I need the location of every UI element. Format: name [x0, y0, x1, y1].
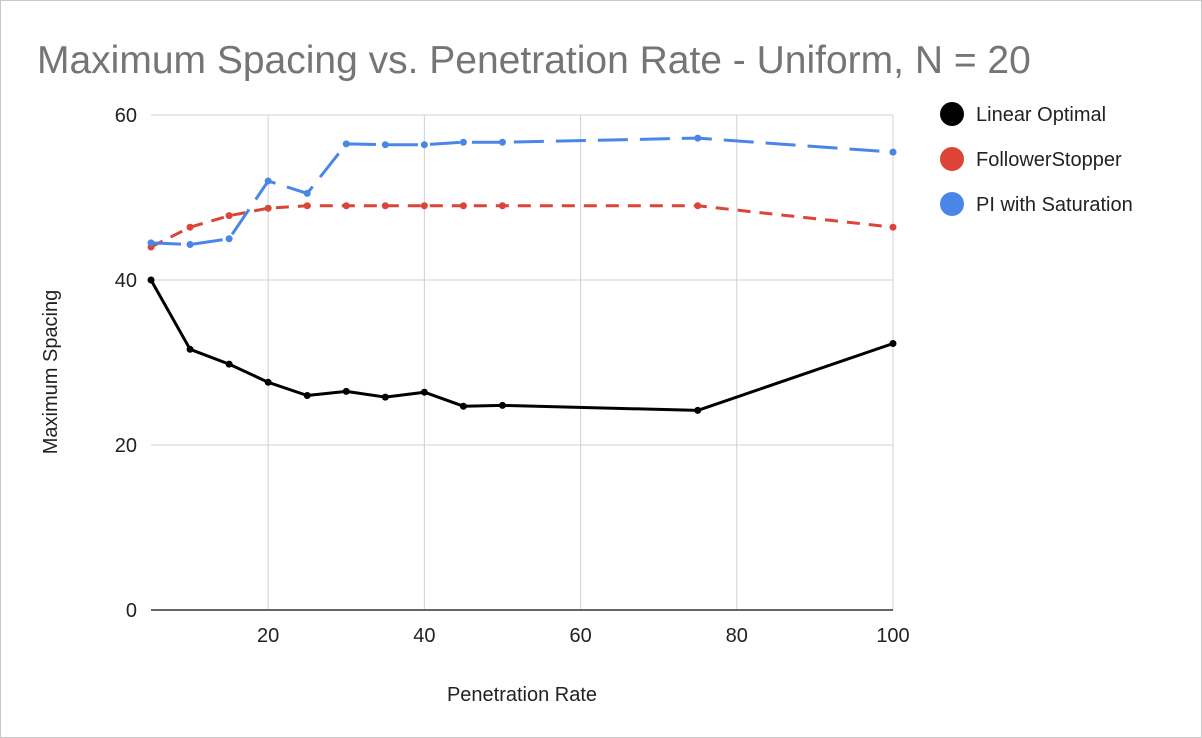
data-point [225, 360, 233, 368]
x-tick-label: 100 [876, 625, 909, 647]
legend-swatch [940, 192, 964, 216]
data-point [889, 148, 897, 156]
legend: Linear Optimal FollowerStopper PI with Sat… [940, 102, 1133, 216]
data-point [303, 202, 311, 210]
data-point [420, 202, 428, 210]
x-axis-ticks: 20 40 60 80 100 [257, 625, 910, 647]
data-point [342, 140, 350, 148]
data-point [459, 402, 467, 410]
legend-label: FollowerStopper [976, 149, 1122, 171]
data-point [264, 378, 272, 386]
data-point [694, 406, 702, 414]
data-point [498, 138, 506, 146]
data-point [420, 388, 428, 396]
series-group [147, 134, 897, 414]
series-line-1 [150, 204, 894, 249]
y-axis-label: Maximum Spacing [40, 290, 62, 455]
legend-label: Linear Optimal [976, 104, 1106, 126]
data-point [186, 345, 194, 353]
data-point [381, 141, 389, 149]
data-point [381, 202, 389, 210]
data-point [694, 134, 702, 142]
data-point [264, 204, 272, 212]
series-line-0 [149, 279, 894, 412]
data-point [342, 202, 350, 210]
data-point [459, 138, 467, 146]
y-tick-label: 0 [126, 600, 137, 622]
x-tick-label: 40 [413, 625, 435, 647]
data-point [225, 235, 233, 243]
data-point [147, 239, 155, 247]
data-point [264, 177, 272, 185]
data-point [420, 141, 428, 149]
x-axis-label: Penetration Rate [447, 684, 597, 706]
data-point [889, 340, 897, 348]
y-tick-label: 20 [115, 435, 137, 457]
data-point [498, 202, 506, 210]
grid-lines [151, 114, 894, 610]
data-point [186, 241, 194, 249]
x-tick-label: 60 [569, 625, 591, 647]
data-point [186, 223, 194, 231]
data-point [498, 401, 506, 409]
y-tick-label: 40 [115, 270, 137, 292]
y-axis-ticks: 0 20 40 60 [115, 105, 137, 622]
chart-title: Maximum Spacing vs. Penetration Rate - U… [37, 39, 1031, 82]
y-tick-label: 60 [115, 105, 137, 127]
legend-swatch [940, 147, 964, 171]
data-point [342, 387, 350, 395]
data-point [381, 393, 389, 401]
data-point [694, 202, 702, 210]
x-tick-label: 80 [726, 625, 748, 647]
data-point [225, 212, 233, 220]
data-point [459, 202, 467, 210]
legend-label: PI with Saturation [976, 194, 1133, 216]
data-point [889, 223, 897, 231]
legend-swatch [940, 102, 964, 126]
data-point [303, 189, 311, 197]
series-line-2 [150, 136, 894, 246]
data-point [147, 276, 155, 284]
data-point [303, 392, 311, 399]
x-tick-label: 20 [257, 625, 279, 647]
